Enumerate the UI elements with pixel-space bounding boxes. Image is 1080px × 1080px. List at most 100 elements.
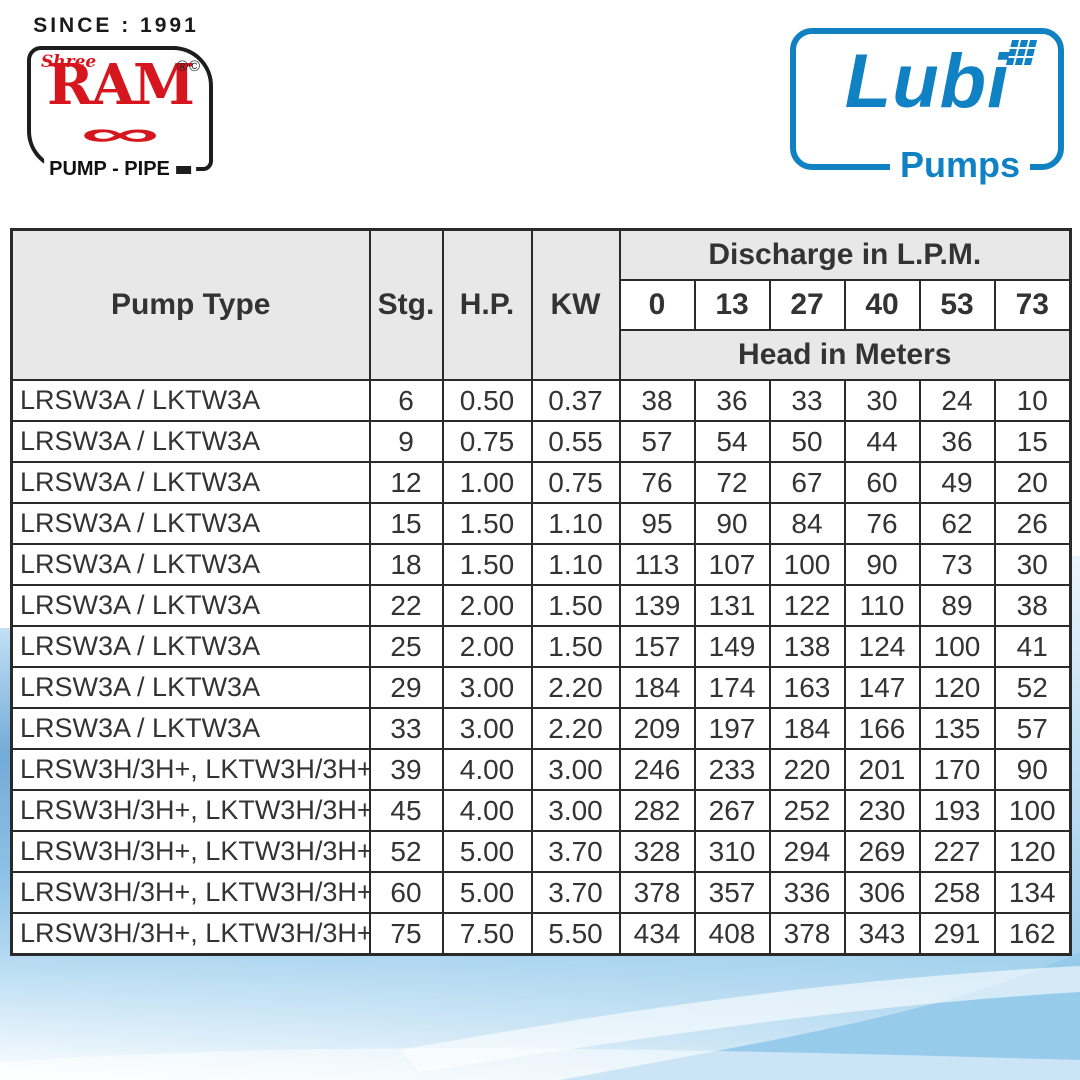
cell-kw: 3.70 (530, 830, 621, 873)
table-row: LRSW3A / LKTW3A 33 3.00 2.20 209 197 184… (10, 707, 1072, 750)
discharge-value: 53 (918, 279, 996, 331)
cell-head: 113 (618, 543, 696, 586)
cell-stg: 9 (368, 420, 444, 463)
cell-head: 252 (768, 789, 846, 832)
cell-pump-type: LRSW3A / LKTW3A (10, 461, 371, 504)
cell-head: 378 (768, 912, 846, 956)
cell-head: 267 (693, 789, 771, 832)
cell-stg: 12 (368, 461, 444, 504)
cell-head: 120 (993, 830, 1072, 873)
table-row: LRSW3A / LKTW3A 15 1.50 1.10 95 90 84 76… (10, 502, 1072, 545)
cell-head: 230 (843, 789, 921, 832)
cell-head: 294 (768, 830, 846, 873)
cell-head: 120 (918, 666, 996, 709)
cell-head: 41 (993, 625, 1072, 668)
cell-head: 135 (918, 707, 996, 750)
cell-stg: 25 (368, 625, 444, 668)
cell-pump-type: LRSW3A / LKTW3A (10, 584, 371, 627)
cell-head: 282 (618, 789, 696, 832)
table-row: LRSW3A / LKTW3A 9 0.75 0.55 57 54 50 44 … (10, 420, 1072, 463)
cell-head: 100 (768, 543, 846, 586)
table-row: LRSW3H/3H+, LKTW3H/3H+ 39 4.00 3.00 246 … (10, 748, 1072, 791)
cell-head: 36 (918, 420, 996, 463)
cell-head: 36 (693, 379, 771, 422)
header-kw: KW (530, 228, 621, 381)
cell-kw: 0.55 (530, 420, 621, 463)
cell-hp: 5.00 (441, 830, 533, 873)
cell-head: 67 (768, 461, 846, 504)
cell-pump-type: LRSW3H/3H+, LKTW3H/3H+ (10, 748, 371, 791)
cell-head: 89 (918, 584, 996, 627)
table-row: LRSW3H/3H+, LKTW3H/3H+ 75 7.50 5.50 434 … (10, 912, 1072, 956)
cell-head: 38 (618, 379, 696, 422)
cell-head: 201 (843, 748, 921, 791)
discharge-value: 40 (843, 279, 921, 331)
cell-head: 20 (993, 461, 1072, 504)
cell-head: 174 (693, 666, 771, 709)
cell-pump-type: LRSW3A / LKTW3A (10, 543, 371, 586)
cell-head: 90 (693, 502, 771, 545)
cell-kw: 3.00 (530, 748, 621, 791)
cell-head: 166 (843, 707, 921, 750)
cell-head: 57 (993, 707, 1072, 750)
cell-head: 33 (768, 379, 846, 422)
cell-pump-type: LRSW3A / LKTW3A (10, 379, 371, 422)
cell-stg: 75 (368, 912, 444, 956)
cell-kw: 1.10 (530, 543, 621, 586)
ram-wordmark: RAM (47, 52, 195, 118)
cell-head: 76 (618, 461, 696, 504)
cell-pump-type: LRSW3A / LKTW3A (10, 420, 371, 463)
cell-head: 378 (618, 871, 696, 914)
shree-label: Shree (41, 52, 97, 72)
cell-head: 408 (693, 912, 771, 956)
cell-head: 184 (768, 707, 846, 750)
cell-head: 246 (618, 748, 696, 791)
table-row: LRSW3A / LKTW3A 12 1.00 0.75 76 72 67 60… (10, 461, 1072, 504)
cell-head: 54 (693, 420, 771, 463)
lubi-wordmark: Lubi (844, 39, 1010, 124)
header-pump-type: Pump Type (10, 228, 371, 381)
header-hp: H.P. (441, 228, 533, 381)
cell-hp: 1.00 (441, 461, 533, 504)
table-row: LRSW3H/3H+, LKTW3H/3H+ 60 5.00 3.70 378 … (10, 871, 1072, 914)
cell-hp: 3.00 (441, 666, 533, 709)
cell-hp: 3.00 (441, 707, 533, 750)
cell-hp: 4.00 (441, 748, 533, 791)
discharge-value: 27 (768, 279, 846, 331)
cell-kw: 1.50 (530, 625, 621, 668)
cell-stg: 33 (368, 707, 444, 750)
cell-head: 107 (693, 543, 771, 586)
registered-copyright-icon: ®© (176, 58, 201, 75)
cell-head: 100 (918, 625, 996, 668)
cell-head: 15 (993, 420, 1072, 463)
cell-head: 122 (768, 584, 846, 627)
cell-hp: 2.00 (441, 584, 533, 627)
cell-head: 306 (843, 871, 921, 914)
cell-hp: 4.00 (441, 789, 533, 832)
table-row: LRSW3A / LKTW3A 6 0.50 0.37 38 36 33 30 … (10, 379, 1072, 422)
cell-pump-type: LRSW3A / LKTW3A (10, 625, 371, 668)
cell-head: 163 (768, 666, 846, 709)
cell-head: 328 (618, 830, 696, 873)
cell-kw: 1.50 (530, 584, 621, 627)
cell-hp: 1.50 (441, 502, 533, 545)
pump-spec-table: Pump Type Stg. H.P. KW Discharge in L.P.… (10, 228, 1073, 956)
cell-head: 10 (993, 379, 1072, 422)
cell-head: 124 (843, 625, 921, 668)
cell-head: 62 (918, 502, 996, 545)
cell-pump-type: LRSW3H/3H+, LKTW3H/3H+ (10, 830, 371, 873)
cell-hp: 1.50 (441, 543, 533, 586)
cell-pump-type: LRSW3H/3H+, LKTW3H/3H+ (10, 789, 371, 832)
cell-kw: 0.75 (530, 461, 621, 504)
cell-hp: 2.00 (441, 625, 533, 668)
cell-hp: 7.50 (441, 912, 533, 956)
since-1991-label: SINCE : 1991 (33, 14, 199, 37)
cell-stg: 60 (368, 871, 444, 914)
cell-head: 197 (693, 707, 771, 750)
cell-stg: 39 (368, 748, 444, 791)
cell-kw: 5.50 (530, 912, 621, 956)
cell-pump-type: LRSW3A / LKTW3A (10, 502, 371, 545)
header-discharge: Discharge in L.P.M. (618, 228, 1072, 281)
cell-head: 258 (918, 871, 996, 914)
